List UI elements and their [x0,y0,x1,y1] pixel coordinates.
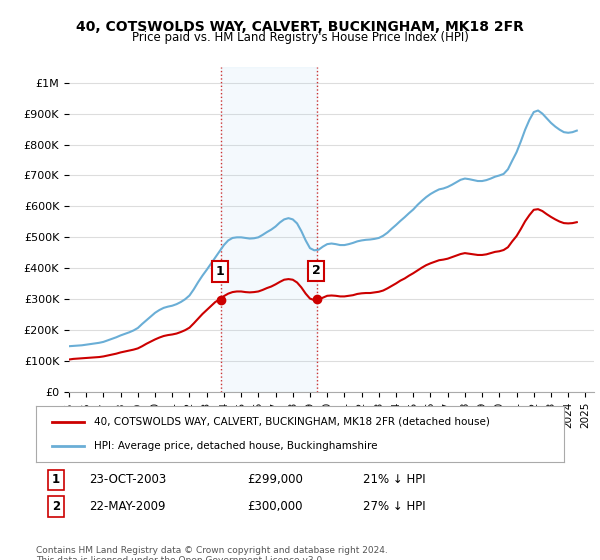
Text: 40, COTSWOLDS WAY, CALVERT, BUCKINGHAM, MK18 2FR: 40, COTSWOLDS WAY, CALVERT, BUCKINGHAM, … [76,20,524,34]
Text: 23-OCT-2003: 23-OCT-2003 [89,473,166,486]
Text: 22-MAY-2009: 22-MAY-2009 [89,500,166,513]
Text: Price paid vs. HM Land Registry's House Price Index (HPI): Price paid vs. HM Land Registry's House … [131,31,469,44]
Text: £299,000: £299,000 [247,473,303,486]
Text: 21% ↓ HPI: 21% ↓ HPI [364,473,426,486]
Text: 1: 1 [52,473,60,486]
Text: 27% ↓ HPI: 27% ↓ HPI [364,500,426,513]
Text: 2: 2 [52,500,60,513]
Text: 2: 2 [311,264,320,277]
Text: HPI: Average price, detached house, Buckinghamshire: HPI: Average price, detached house, Buck… [94,441,377,451]
Text: 40, COTSWOLDS WAY, CALVERT, BUCKINGHAM, MK18 2FR (detached house): 40, COTSWOLDS WAY, CALVERT, BUCKINGHAM, … [94,417,490,427]
Text: 1: 1 [215,265,224,278]
Bar [221,67,317,392]
Text: £300,000: £300,000 [247,500,303,513]
Text: Contains HM Land Registry data © Crown copyright and database right 2024.
This d: Contains HM Land Registry data © Crown c… [36,546,388,560]
